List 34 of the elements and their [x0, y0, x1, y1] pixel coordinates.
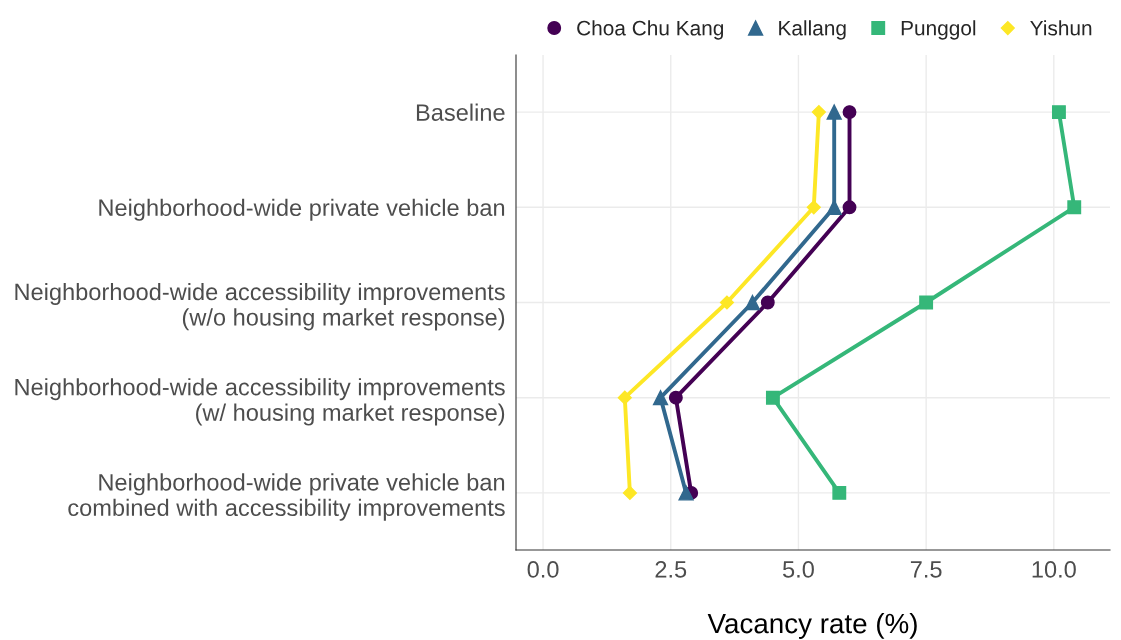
point — [1051, 105, 1066, 120]
point — [1067, 200, 1082, 215]
x-tick-label: 0.0 — [527, 561, 559, 578]
point — [652, 390, 669, 406]
y-tick-label: Neighborhood-wide private vehicle ban combined with accessibility improvements — [68, 473, 505, 521]
point — [832, 485, 847, 500]
legend-label: Punggol — [901, 20, 976, 40]
x-tick-label: 5.0 — [782, 561, 814, 578]
legend-label: Kallang — [779, 20, 846, 40]
point — [826, 199, 842, 215]
point — [719, 295, 735, 310]
legend-label: Yishun — [1030, 20, 1092, 36]
x-tick-label: 10.0 — [1032, 561, 1076, 578]
point — [678, 485, 694, 501]
point — [744, 294, 761, 311]
point — [842, 200, 857, 215]
x-tick-label: 2.5 — [655, 561, 687, 578]
point — [826, 104, 842, 120]
y-tick-label: Neighborhood-wide accessibility improvements (w/ housing market response) — [15, 378, 505, 426]
y-tick-label: Baseline — [416, 103, 505, 121]
y-tick-label: Neighborhood-wide private vehicle ban — [99, 198, 505, 221]
legend-label: Choa Chu Kang — [577, 20, 724, 40]
y-tick-label: Neighborhood-wide accessibility improvements (w/o housing market response) — [15, 282, 505, 331]
point — [919, 295, 934, 310]
x-tick-label: 7.5 — [910, 561, 942, 578]
point — [765, 390, 780, 405]
point — [668, 390, 683, 405]
point — [622, 485, 637, 500]
point — [811, 105, 826, 120]
point — [806, 200, 821, 215]
point — [617, 390, 632, 405]
point — [842, 105, 857, 120]
x-axis-title: Vacancy rate (%) — [707, 612, 917, 639]
point — [760, 295, 775, 310]
